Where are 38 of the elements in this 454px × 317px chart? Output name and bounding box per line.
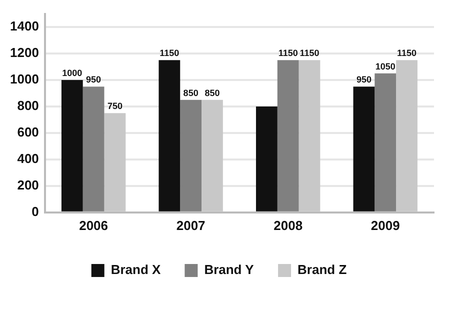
x-tick-label: 2008 bbox=[274, 218, 303, 233]
y-tick-label: 1000 bbox=[10, 72, 39, 87]
data-label: 1150 bbox=[397, 48, 417, 58]
bar bbox=[180, 100, 202, 212]
bar bbox=[277, 60, 299, 212]
y-tick-label: 600 bbox=[17, 124, 39, 140]
bar bbox=[256, 106, 278, 212]
bar bbox=[202, 100, 223, 212]
bar bbox=[61, 80, 83, 212]
data-label: 1150 bbox=[300, 48, 320, 58]
data-label: 850 bbox=[204, 88, 220, 98]
data-label: 1050 bbox=[375, 61, 396, 72]
bar bbox=[353, 86, 375, 212]
x-tick-label: 2009 bbox=[370, 218, 400, 233]
y-tick-label: 200 bbox=[17, 178, 39, 192]
y-tick-label: 800 bbox=[17, 98, 39, 114]
data-label: 1000 bbox=[62, 68, 82, 78]
legend-label: Brand X bbox=[110, 262, 162, 278]
y-tick-label: 0 bbox=[32, 204, 39, 219]
data-label: 950 bbox=[356, 74, 372, 85]
bar bbox=[104, 113, 126, 212]
legend-label: Brand Y bbox=[204, 262, 254, 278]
data-label: 850 bbox=[183, 88, 198, 98]
bar bbox=[158, 60, 180, 212]
bar bbox=[298, 60, 320, 212]
y-tick-label: 1200 bbox=[10, 45, 39, 60]
bar bbox=[396, 60, 418, 212]
y-tick-label: 400 bbox=[17, 151, 39, 166]
x-tick-label: 2007 bbox=[176, 218, 206, 233]
data-label: 1150 bbox=[160, 48, 180, 58]
data-label: 1150 bbox=[278, 48, 298, 58]
legend-label: Brand Z bbox=[298, 262, 347, 278]
bar bbox=[82, 86, 104, 212]
bar bbox=[374, 73, 396, 212]
data-label: 750 bbox=[107, 101, 122, 112]
x-tick-label: 2006 bbox=[79, 218, 108, 233]
y-tick-label: 1400 bbox=[10, 18, 39, 34]
data-label: 950 bbox=[86, 74, 102, 85]
